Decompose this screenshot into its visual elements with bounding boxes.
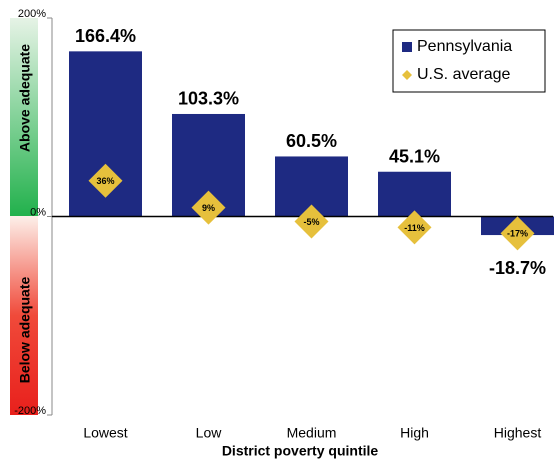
data-label: 166.4%: [75, 26, 136, 46]
marker: [294, 204, 329, 239]
x-axis-label: District poverty quintile: [222, 443, 379, 459]
y-tick-label: 0%: [30, 206, 46, 218]
x-tick-label: High: [400, 425, 429, 441]
data-label: 60.5%: [286, 131, 337, 151]
marker: [500, 216, 535, 251]
legend-box: [392, 29, 546, 93]
data-label: 103.3%: [178, 89, 239, 109]
x-tick-label: Lowest: [83, 425, 127, 441]
legend-label: Pennsylvania: [417, 38, 512, 55]
below-band: [10, 216, 38, 415]
data-label: -17%: [507, 229, 528, 239]
band-label: Above adequate: [17, 44, 33, 152]
data-label: 9%: [202, 203, 215, 213]
data-label: -5%: [303, 217, 319, 227]
marker: [88, 163, 123, 198]
marker: [397, 210, 432, 245]
band-label: Below adequate: [17, 277, 33, 384]
legend-swatch: [402, 42, 412, 52]
x-tick-label: Medium: [287, 425, 337, 441]
data-label: -18.7%: [489, 258, 546, 278]
x-tick-label: Low: [196, 425, 223, 441]
above-band: [10, 18, 38, 216]
marker: [191, 190, 226, 225]
data-label: 36%: [96, 176, 114, 186]
y-tick-label: -200%: [14, 405, 46, 417]
data-label: 45.1%: [389, 146, 440, 166]
bar: [378, 171, 451, 217]
legend-label: U.S. average: [417, 66, 510, 83]
data-label: -11%: [404, 223, 425, 233]
legend-swatch: [402, 70, 412, 80]
x-tick-label: Highest: [494, 425, 542, 441]
y-tick-label: 200%: [18, 8, 46, 20]
